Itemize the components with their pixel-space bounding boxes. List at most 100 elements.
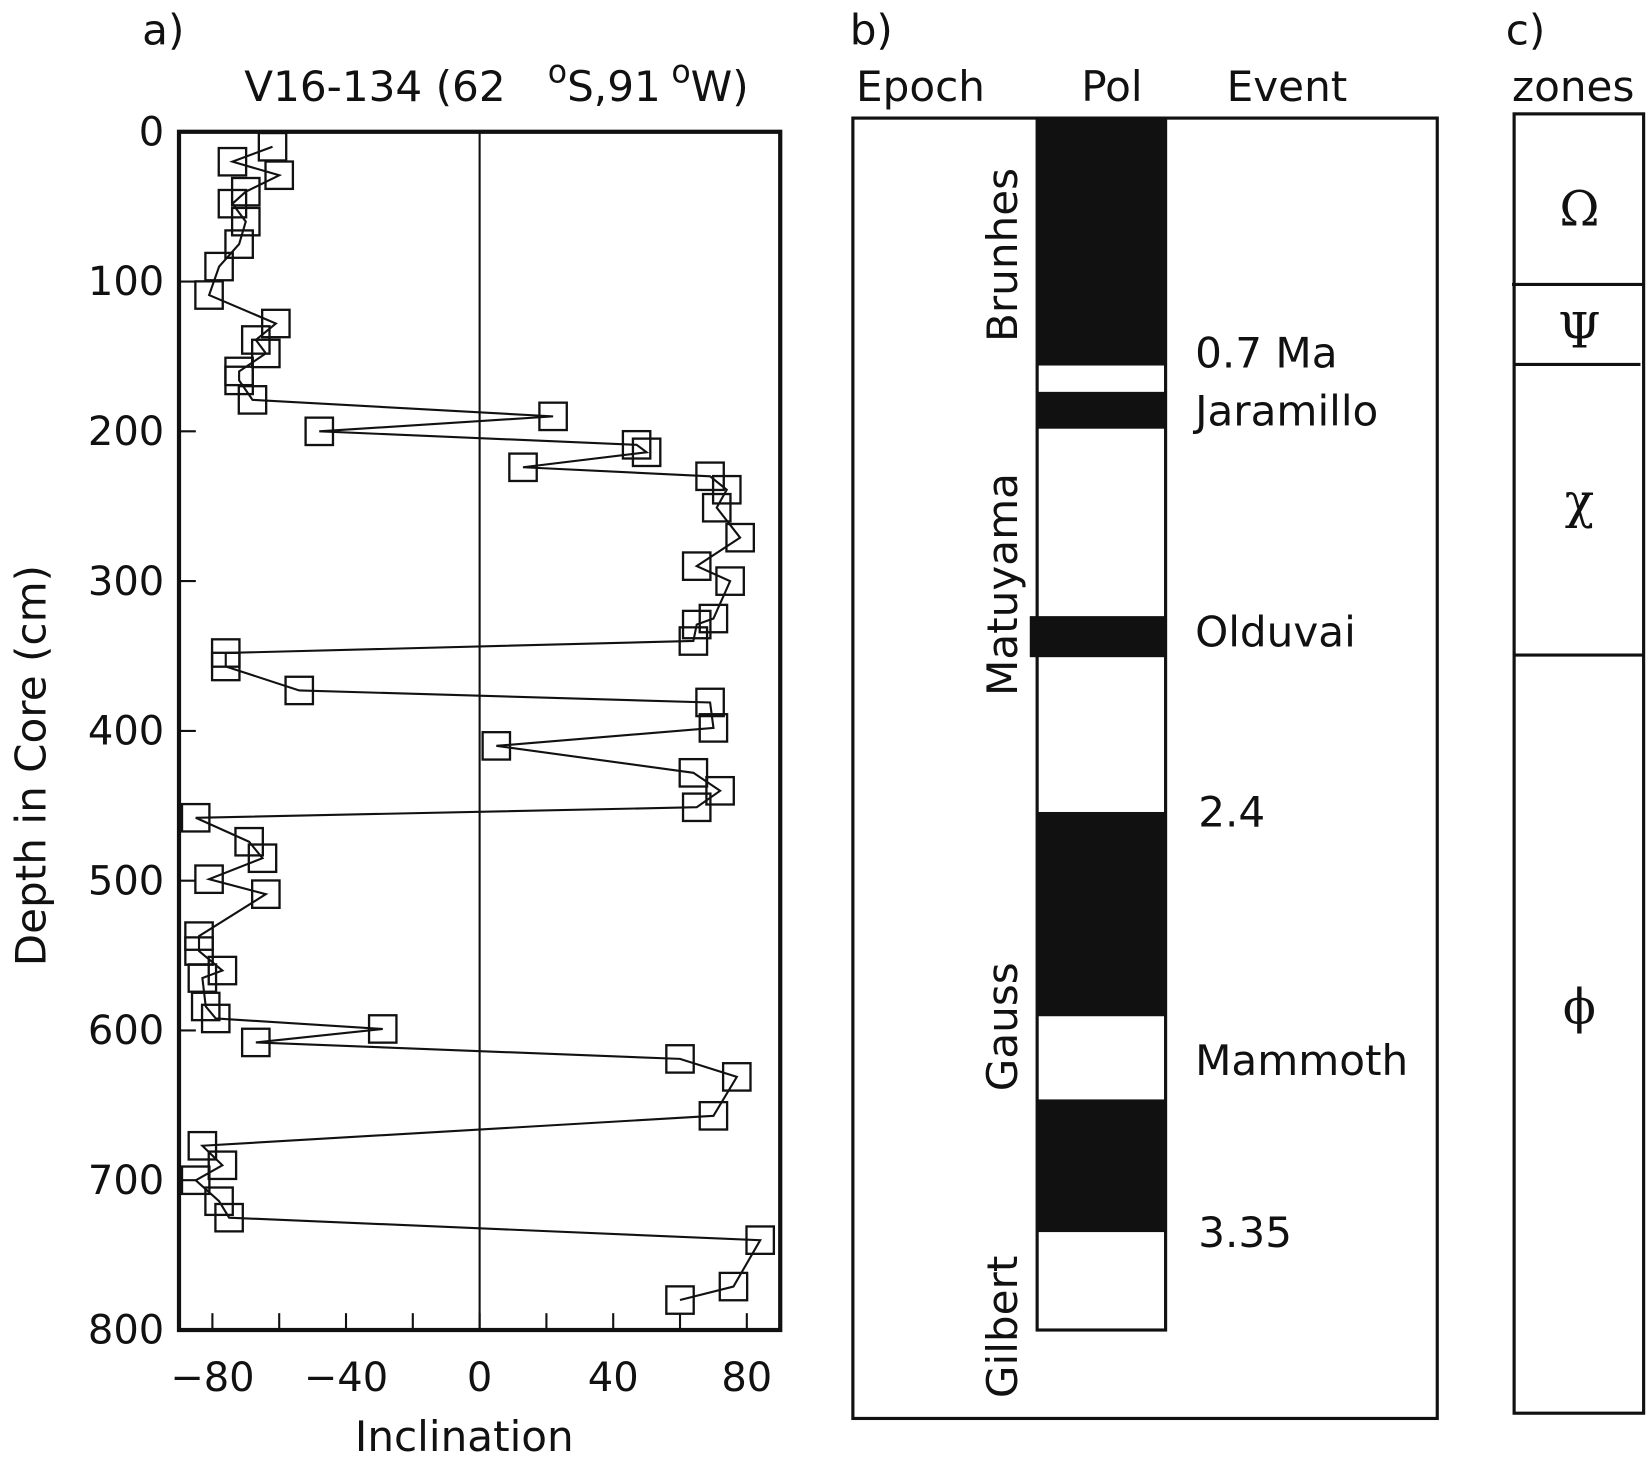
data-point [230,206,261,237]
data-point [247,843,278,874]
x-axis-label: Inclination [355,1412,574,1461]
y-tick-label: 800 [88,1308,164,1354]
data-point [721,1062,752,1092]
y-tick-label: 400 [88,709,164,755]
epoch-matuyama: Matuyama [978,473,1027,696]
data-point [210,651,241,682]
data-point [665,1285,695,1315]
zone-psi: Ψ [1558,304,1600,360]
zone-omega: Ω [1559,181,1599,237]
data-point [217,146,248,177]
data-point [214,1202,244,1233]
normal-polarity-band [1037,118,1166,366]
plot-frame [176,129,783,1333]
data-point [304,416,335,447]
data-point [237,385,268,415]
x-tick-label: 80 [721,1355,772,1401]
event-label: 0.7 Ma [1195,329,1338,378]
data-point [698,713,729,743]
data-point [701,492,732,523]
epoch-brunhes: Brunhes [978,168,1027,342]
data-point [678,626,709,656]
event-label: 3.35 [1198,1208,1292,1257]
x-tick-label: 40 [588,1355,639,1401]
data-point [681,551,712,581]
data-point [367,1014,398,1044]
epoch-gilbert: Gilbert [978,1256,1027,1399]
data-point [715,566,745,596]
data-point [194,280,224,310]
header-pol: Pol [1081,62,1142,111]
y-axis-label: Depth in Core (cm) [6,565,55,966]
data-point [257,131,288,162]
data-point [665,1044,695,1074]
data-point [681,792,712,823]
data-point [284,675,315,706]
chart-title: V16-134 (62 oS,91 oW) [244,54,748,111]
epoch-gauss: Gauss [978,962,1027,1091]
zone-chi: χ [1565,474,1594,530]
data-point [538,401,568,432]
data-point [508,452,538,483]
zone-phi: ϕ [1563,980,1596,1036]
panel-b-label: b) [850,5,893,54]
event-label: Olduvai [1195,608,1356,657]
data-point [264,160,295,191]
inclination-series-line [193,145,762,1302]
data-point [187,1130,218,1161]
x-tick-label: 0 [467,1355,492,1401]
data-point [725,522,755,553]
data-point [190,991,221,1022]
y-tick-label: 100 [88,259,164,305]
normal-polarity-band [1029,616,1166,658]
data-point [261,308,291,339]
data-point [705,775,735,806]
polarity-column [1029,116,1168,1332]
header-epoch: Epoch [856,62,985,111]
y-tick-label: 300 [88,559,164,605]
event-label: Mammoth [1195,1036,1408,1085]
x-tick-label: −80 [170,1355,254,1401]
y-tick-label: 0 [139,109,164,155]
y-tick-label: 200 [88,409,164,455]
header-event: Event [1227,62,1348,111]
zones-box [1512,112,1646,1415]
y-tick-label: 700 [88,1158,164,1204]
header-zones: zones [1512,62,1634,111]
data-point [194,864,224,895]
data-point [240,1027,271,1058]
y-tick-label: 600 [88,1008,164,1054]
data-point [678,757,709,788]
data-point [184,921,214,951]
data-point [711,474,742,505]
data-point [681,609,712,640]
panel-a-label: a) [142,5,184,54]
panel-c-label: c) [1506,5,1546,54]
data-point [207,1150,238,1181]
data-point [698,1100,729,1131]
data-point [250,879,281,910]
data-point [224,229,254,259]
normal-polarity-band [1037,811,1166,1017]
data-point [250,338,281,369]
data-point [180,802,211,833]
data-point [745,1225,776,1255]
normal-polarity-band [1037,391,1166,429]
data-point [631,437,662,468]
data-point [200,1003,231,1034]
y-tick-label: 500 [88,858,164,904]
x-tick-label: −40 [304,1355,388,1401]
data-point [695,687,725,718]
data-point [718,1271,749,1302]
data-point [621,429,652,460]
data-point [698,603,729,634]
data-point [207,955,238,986]
event-label: 2.4 [1198,788,1265,837]
data-point [481,731,512,761]
data-point [204,1186,234,1217]
data-point [180,1165,211,1196]
event-label: Jaramillo [1192,387,1378,436]
normal-polarity-band [1037,1099,1166,1233]
